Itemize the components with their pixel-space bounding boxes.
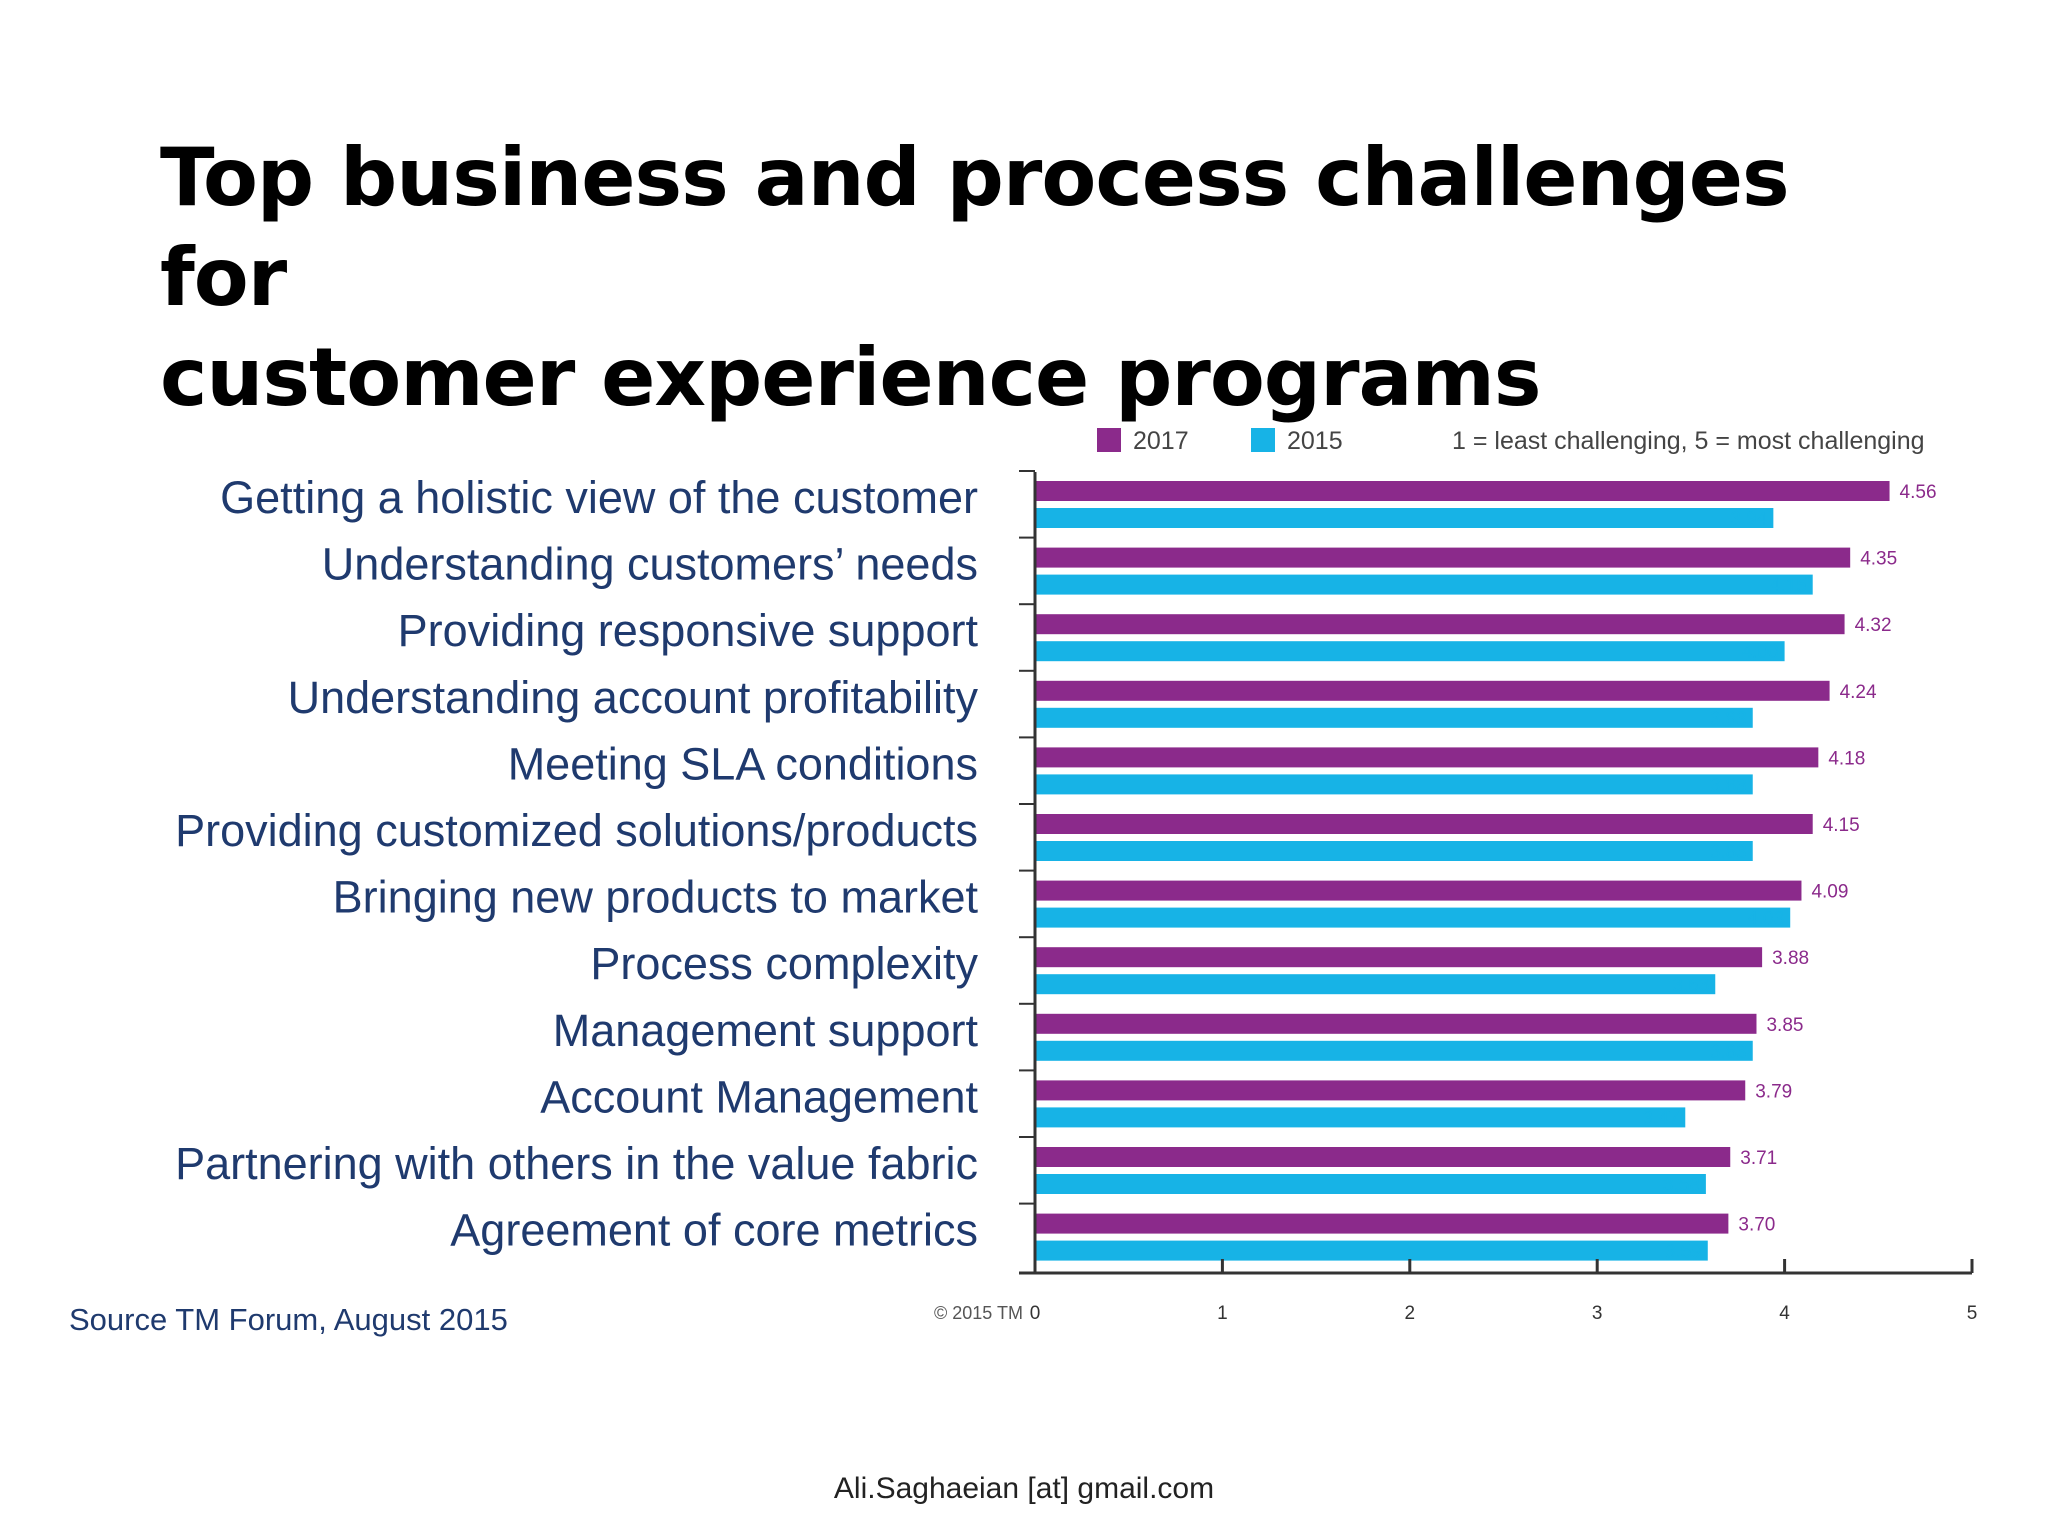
data-label: 3.83 [1710, 842, 1747, 863]
category-label: Understanding customers’ needs [322, 539, 978, 590]
data-label: 3.83 [1710, 709, 1747, 730]
bar-2017 [1035, 481, 1890, 501]
x-tick-label: 1 [1217, 1303, 1228, 1324]
bar-2017 [1035, 1147, 1731, 1167]
data-label: 3.63 [1672, 975, 1709, 996]
data-label: 4.18 [1828, 748, 1865, 769]
data-label: 3.59 [1665, 1242, 1702, 1263]
category-labels: Getting a holistic view of the customer U… [175, 472, 978, 1256]
legend-label-2015: 2015 [1287, 427, 1343, 455]
data-label: 3.83 [1710, 775, 1747, 796]
bar-2015 [1035, 574, 1813, 595]
data-label: 4.35 [1860, 549, 1897, 570]
data-label: 4.56 [1900, 482, 1937, 503]
category-label: Understanding account profitability [288, 672, 979, 723]
x-tick-label: 2 [1405, 1303, 1416, 1324]
bar-2015 [1035, 841, 1753, 861]
bar-2017 [1035, 547, 1851, 568]
data-label: 4.32 [1855, 615, 1892, 636]
category-label: Account Management [540, 1071, 978, 1122]
x-tick-label: 0 [1030, 1303, 1041, 1324]
bar-2017 [1035, 814, 1813, 834]
bar-2015 [1035, 974, 1716, 995]
bar-2017 [1035, 1013, 1757, 1034]
category-label: Providing customized solutions/products [175, 805, 978, 856]
bar-2015 [1035, 907, 1791, 928]
slide-title: Top business and process challenges for … [160, 128, 1920, 428]
data-label: 4.09 [1811, 882, 1848, 903]
bar-2015 [1035, 1240, 1708, 1261]
bar-2015 [1035, 1174, 1706, 1194]
bar-2017 [1035, 680, 1830, 701]
bars: 4.56 3.94 4.35 4.15 4.32 4.00 4.24 3.83 4.18 3.83… [1035, 481, 1937, 1263]
category-label: Agreement of core metrics [450, 1205, 978, 1256]
data-label: 4.15 [1823, 815, 1860, 836]
category-label: Getting a holistic view of the customer [220, 472, 978, 523]
scale-note: 1 = least challenging, 5 = most challeng… [1452, 427, 1925, 455]
bar-2017 [1035, 747, 1819, 768]
category-label: Bringing new products to market [333, 872, 979, 923]
data-label: 3.47 [1642, 1108, 1679, 1129]
bar-2017 [1035, 1213, 1729, 1234]
legend-label-2017: 2017 [1133, 427, 1189, 455]
bar-2015 [1035, 707, 1753, 728]
footer-email: Ali.Saghaeian [at] gmail.com [833, 1472, 1215, 1505]
data-label: 3.79 [1755, 1081, 1792, 1102]
x-tick-label: 3 [1592, 1303, 1603, 1324]
data-label: 4.15 [1770, 576, 1807, 597]
legend-swatch-2017 [1097, 428, 1121, 452]
bar-2015 [1035, 774, 1753, 795]
chart-axes: 0 1 2 3 4 5 [1019, 470, 1978, 1324]
category-label: Management support [553, 1005, 979, 1056]
data-label: 3.94 [1730, 509, 1767, 530]
source-note: Source TM Forum, August 2015 [69, 1302, 508, 1337]
data-label: 3.88 [1772, 948, 1809, 969]
category-label: Partnering with others in the value fabr… [175, 1138, 978, 1189]
bar-2015 [1035, 508, 1774, 528]
x-tick-label: 4 [1779, 1303, 1790, 1324]
bar-2017 [1035, 614, 1845, 635]
slide-title-line-2: customer experience programs [160, 331, 1541, 424]
category-label: Meeting SLA conditions [508, 738, 978, 789]
legend-swatch-2015 [1251, 428, 1275, 452]
data-label: 3.85 [1766, 1015, 1803, 1036]
data-label: 4.24 [1840, 682, 1877, 703]
bar-2015 [1035, 641, 1785, 662]
data-label: 3.71 [1740, 1148, 1777, 1169]
bar-2017 [1035, 947, 1763, 968]
bar-2017 [1035, 880, 1802, 901]
data-label: 4.03 [1747, 909, 1784, 930]
slide-title-line-1: Top business and process challenges for [160, 131, 1790, 324]
copyright-note: © 2015 TM [934, 1303, 1023, 1323]
data-label: 4.00 [1742, 642, 1779, 663]
data-label: 3.58 [1663, 1175, 1700, 1196]
data-label: 3.70 [1738, 1215, 1775, 1236]
chart-legend: 2017 2015 1 = least challenging, 5 = mos… [1097, 427, 1925, 455]
category-label: Process complexity [590, 938, 978, 989]
bar-2015 [1035, 1040, 1753, 1061]
data-label: 3.83 [1710, 1042, 1747, 1063]
category-label: Providing responsive support [398, 605, 979, 656]
x-tick-label: 5 [1967, 1303, 1978, 1324]
bar-2015 [1035, 1107, 1686, 1128]
bar-2017 [1035, 1080, 1746, 1101]
